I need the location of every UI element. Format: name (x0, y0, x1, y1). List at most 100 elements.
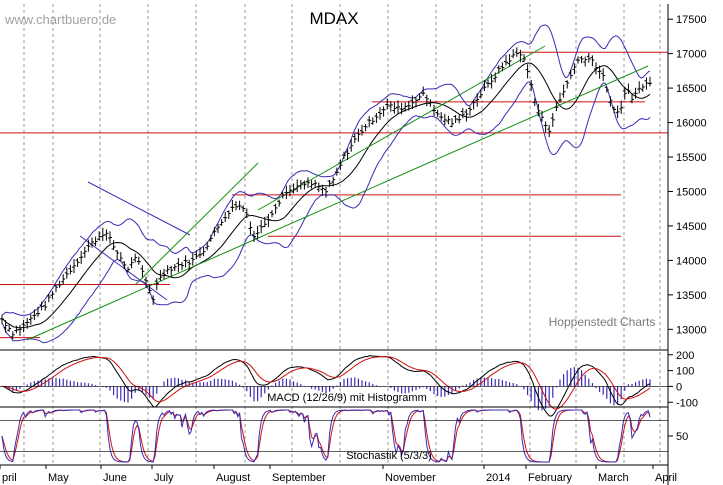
ohlc-bar (594, 62, 598, 75)
ohlc-bar (28, 314, 33, 325)
ohlc-bar (583, 56, 588, 67)
ohlc-bar (507, 54, 512, 67)
ohlc-bar (10, 331, 15, 340)
ohlc-bar (262, 216, 267, 228)
macd-panel (0, 349, 668, 417)
ohlc-bar (518, 49, 523, 63)
ohlc-bar (79, 250, 84, 265)
ohlc-bar (385, 98, 390, 110)
trend-line-short (134, 162, 259, 286)
ohlc-bar (32, 309, 37, 321)
ohlc-bar (424, 94, 429, 107)
macd-line (1, 355, 651, 417)
ohlc-bar (244, 208, 249, 219)
ohlc-bar (608, 96, 613, 107)
ohlc-bar (61, 274, 66, 285)
x-tick-label: November (385, 472, 436, 484)
y-tick-label: 13500 (676, 290, 707, 302)
ohlc-bar (453, 115, 458, 124)
ohlc-bar (187, 259, 192, 271)
ohlc-bar (500, 62, 505, 72)
ohlc-bar (50, 291, 55, 299)
ohlc-bar (630, 93, 634, 104)
x-tick-label: February (528, 472, 573, 484)
ohlc-bar (313, 179, 318, 187)
y-tick-label: 16000 (676, 118, 707, 130)
ohlc-bar (57, 280, 62, 288)
ohlc-bar (561, 84, 566, 98)
ohlc-bar (478, 89, 483, 99)
ohlc-bar (471, 99, 476, 110)
ohlc-bar (0, 315, 4, 325)
ohlc-bar (446, 115, 451, 125)
ohlc-bar (586, 53, 591, 63)
x-tick-label: June (103, 472, 127, 484)
ohlc-bar (3, 320, 8, 333)
ohlc-bar (237, 200, 242, 210)
macd-label: MACD (12/26/9) mit Histogramm (267, 392, 427, 404)
stochastic-k-line (1, 409, 651, 463)
ohlc-bar (226, 210, 231, 220)
x-tick-label: April (655, 472, 677, 484)
x-tick-label: August (216, 472, 250, 484)
ohlc-bar (277, 199, 282, 207)
y-tick-label: 14000 (676, 255, 707, 267)
macd-signal-line (1, 356, 651, 410)
ohlc-bar (39, 301, 44, 311)
ohlc-bar (133, 253, 138, 263)
ohlc-bar (309, 180, 314, 189)
ohlc-bar (154, 278, 159, 291)
ohlc-bar (266, 213, 271, 228)
ohlc-bar (25, 317, 30, 329)
ohlc-bar (201, 246, 206, 257)
ohlc-bar (298, 180, 303, 190)
grid-layer (23, 4, 661, 465)
ohlc-bar (633, 87, 638, 99)
ohlc-bar (273, 203, 278, 214)
ohlc-bar (46, 294, 51, 303)
y-tick-label: 13000 (676, 324, 707, 336)
ohlc-bar (522, 54, 526, 63)
ohlc-bar (21, 319, 26, 333)
macd-tick-label: 200 (676, 350, 694, 362)
ohlc-bar (406, 100, 411, 111)
ohlc-bar (241, 205, 246, 212)
ohlc-bar (536, 103, 541, 117)
macd-tick-label: 100 (676, 366, 694, 378)
ohlc-bar (450, 118, 454, 128)
ohlc-bar (511, 49, 516, 59)
ohlc-bar (129, 257, 134, 269)
ohlc-bar (68, 264, 73, 275)
ohlc-bar (151, 295, 156, 305)
ohlc-bar (514, 47, 519, 57)
ohlc-bar (554, 100, 559, 112)
ohlc-bar (36, 306, 40, 317)
ohlc-bar (255, 225, 260, 240)
channel-line (87, 181, 191, 236)
ohlc-bar (104, 229, 109, 241)
ohlc-bar (270, 210, 274, 218)
ohlc-bar (158, 269, 163, 281)
ohlc-bar (482, 80, 487, 92)
ohlc-bar (14, 325, 19, 334)
ohlc-bar (378, 107, 382, 120)
ohlc-bar (205, 241, 210, 251)
ohlc-bar (64, 267, 69, 279)
ohlc-bar (223, 212, 228, 223)
ohlc-bar (381, 106, 386, 117)
ohlc-bar (428, 99, 433, 107)
ohlc-bar (572, 63, 577, 75)
ohlc-bar (75, 258, 80, 268)
ohlc-bar (432, 104, 436, 116)
ohlc-bar (136, 256, 141, 265)
ohlc-bar (640, 83, 645, 92)
trend-line-long (26, 65, 649, 341)
ohlc-bar (597, 65, 602, 79)
ohlc-bar (475, 93, 480, 107)
ohlc-bar (93, 236, 98, 247)
bollinger-upper-band (1, 24, 651, 316)
ohlc-bar (468, 106, 472, 116)
stochastic-label: Stochastik (5/3/3) (346, 450, 432, 462)
